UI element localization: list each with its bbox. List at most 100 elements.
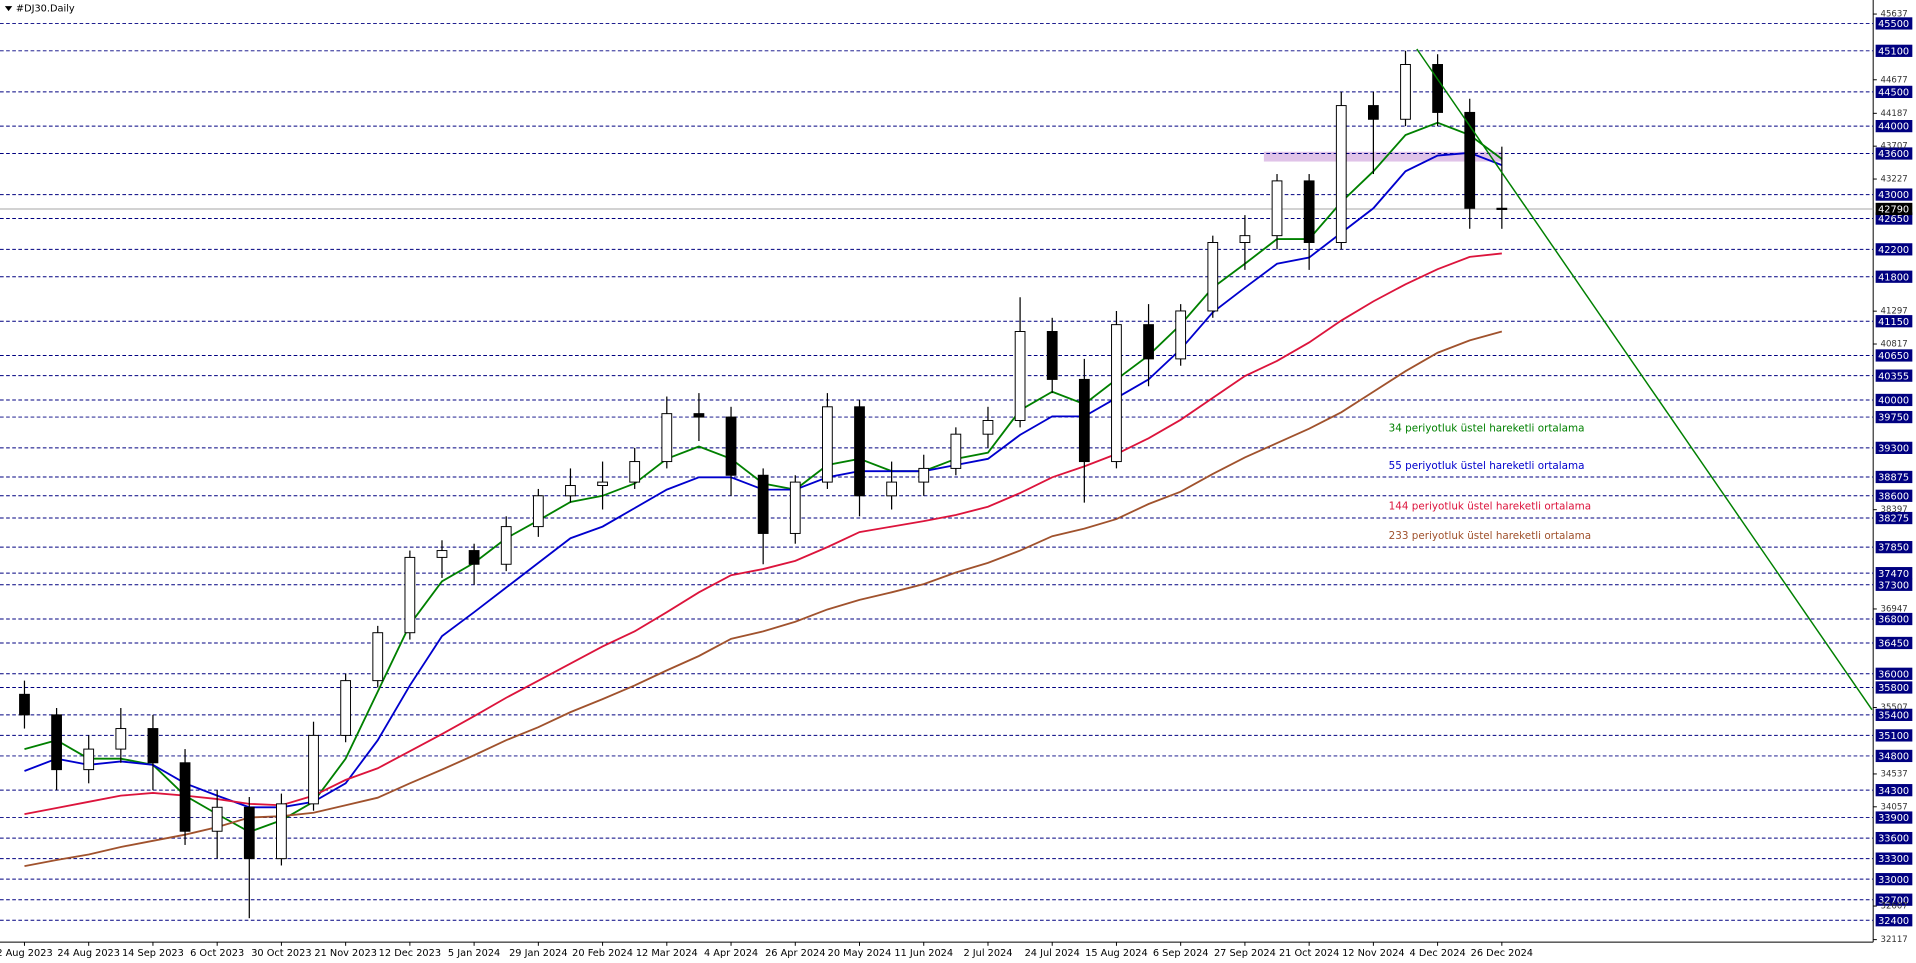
candle-body — [243, 806, 255, 860]
candle-body — [500, 526, 512, 565]
candle-body — [1400, 64, 1411, 120]
trend-line — [1416, 48, 1873, 711]
candle-body — [1175, 310, 1187, 360]
level-label: 41800 — [1878, 272, 1909, 283]
level-label-box — [1875, 681, 1913, 694]
level-label-box — [1875, 369, 1913, 382]
x-tick-label: 4 Apr 2024 — [704, 948, 758, 959]
level-label-box — [1875, 393, 1913, 407]
candle-body — [1239, 235, 1251, 243]
level-label: 38275 — [1878, 514, 1909, 525]
y-tick-label: 44187 — [1881, 109, 1908, 119]
y-tick-label: 32607 — [1881, 902, 1908, 912]
candle-body — [918, 467, 930, 483]
moving-average — [24, 330, 1503, 868]
level-label: 33900 — [1878, 813, 1909, 824]
candle-body — [211, 806, 223, 832]
candle-body — [1367, 105, 1379, 120]
level-label-box — [1875, 188, 1913, 201]
level-label: 37300 — [1878, 580, 1909, 591]
candle-body — [597, 481, 608, 487]
y-tick-label: 32117 — [1881, 935, 1908, 945]
level-label-box — [1875, 831, 1913, 845]
candle-body — [1464, 111, 1476, 209]
candle-body — [468, 550, 480, 565]
x-tick-label: 21 Nov 2023 — [314, 948, 377, 959]
level-label-box — [1875, 852, 1913, 865]
candle-body — [1014, 331, 1026, 421]
level-label: 33600 — [1878, 834, 1909, 845]
y-tick-label: 34537 — [1881, 769, 1908, 779]
level-label: 33300 — [1878, 854, 1909, 865]
level-label: 44000 — [1878, 122, 1909, 133]
x-tick-label: 26 Apr 2024 — [765, 948, 825, 959]
level-label: 36450 — [1878, 639, 1909, 650]
level-label: 40650 — [1878, 351, 1909, 362]
x-tick-label: 2 Aug 2023 — [0, 948, 53, 959]
level-label-box — [1875, 873, 1913, 886]
level-label-box — [1875, 349, 1913, 362]
x-tick-label: 12 Nov 2024 — [1342, 948, 1405, 959]
candle-body — [532, 495, 544, 528]
level-label-box — [1875, 441, 1913, 454]
candle-body — [565, 485, 576, 497]
level-label-box — [1875, 489, 1913, 502]
legend-entry: 55 periyotluk üstel hareketli ortalama — [1389, 460, 1585, 472]
x-tick-label: 20 Feb 2024 — [572, 948, 633, 959]
candle-body — [115, 728, 127, 750]
level-label-box — [1875, 17, 1913, 30]
candle-body — [19, 693, 30, 716]
level-label-box — [1875, 511, 1913, 525]
x-tick-label: 24 Aug 2023 — [57, 948, 120, 959]
candle-body — [83, 748, 95, 771]
level-label-box — [1875, 567, 1913, 580]
level-label: 38875 — [1878, 473, 1909, 484]
candle-body — [147, 728, 159, 764]
last-price-label: 42790 — [1878, 205, 1909, 216]
title-marker — [4, 6, 13, 12]
candle-body — [340, 680, 352, 736]
candle-body — [1143, 324, 1154, 360]
level-label: 39300 — [1878, 443, 1909, 454]
level-label: 34300 — [1878, 786, 1909, 797]
level-label: 32400 — [1878, 916, 1909, 927]
level-label: 35800 — [1878, 683, 1909, 694]
level-label: 42200 — [1878, 245, 1909, 256]
y-tick-label: 43707 — [1881, 142, 1908, 152]
level-label-box — [1875, 470, 1913, 484]
x-tick-label: 11 Jun 2024 — [894, 948, 953, 959]
x-tick-label: 6 Oct 2023 — [190, 948, 244, 959]
candle-body — [725, 416, 737, 476]
x-tick-label: 5 Jan 2024 — [448, 948, 500, 959]
level-label: 34800 — [1878, 752, 1909, 763]
candle-body — [822, 406, 833, 483]
x-tick-label: 14 Sep 2023 — [122, 948, 184, 959]
candle-body — [372, 632, 384, 682]
level-label-box — [1875, 85, 1913, 99]
x-tick-label: 15 Aug 2024 — [1085, 948, 1148, 959]
y-tick-label: 45637 — [1881, 10, 1908, 20]
moving-average — [24, 252, 1502, 816]
level-label-box — [1875, 729, 1913, 742]
level-label: 45100 — [1878, 46, 1909, 57]
level-label: 38600 — [1878, 491, 1909, 502]
candle-body — [629, 461, 641, 483]
candle-body — [1496, 207, 1508, 210]
legend-entry: 34 periyotluk üstel hareketli ortalama — [1389, 422, 1585, 434]
candle-body — [179, 762, 191, 832]
level-label: 43600 — [1878, 149, 1909, 160]
legend-entry: 233 periyotluk üstel hareketli ortalama — [1389, 530, 1591, 542]
x-tick-label: 26 Dec 2024 — [1471, 948, 1533, 959]
level-label-box — [1875, 243, 1913, 256]
x-tick-label: 12 Mar 2024 — [636, 948, 698, 959]
level-label-box — [1875, 636, 1913, 650]
candle-body — [1271, 180, 1283, 237]
candle-body — [661, 413, 673, 463]
level-label: 42650 — [1878, 214, 1909, 225]
x-tick-label: 24 Jul 2024 — [1025, 948, 1080, 959]
level-label-box — [1875, 147, 1913, 160]
x-tick-label: 6 Sep 2024 — [1153, 948, 1209, 959]
candle-body — [51, 714, 62, 771]
level-label-box — [1875, 612, 1913, 626]
